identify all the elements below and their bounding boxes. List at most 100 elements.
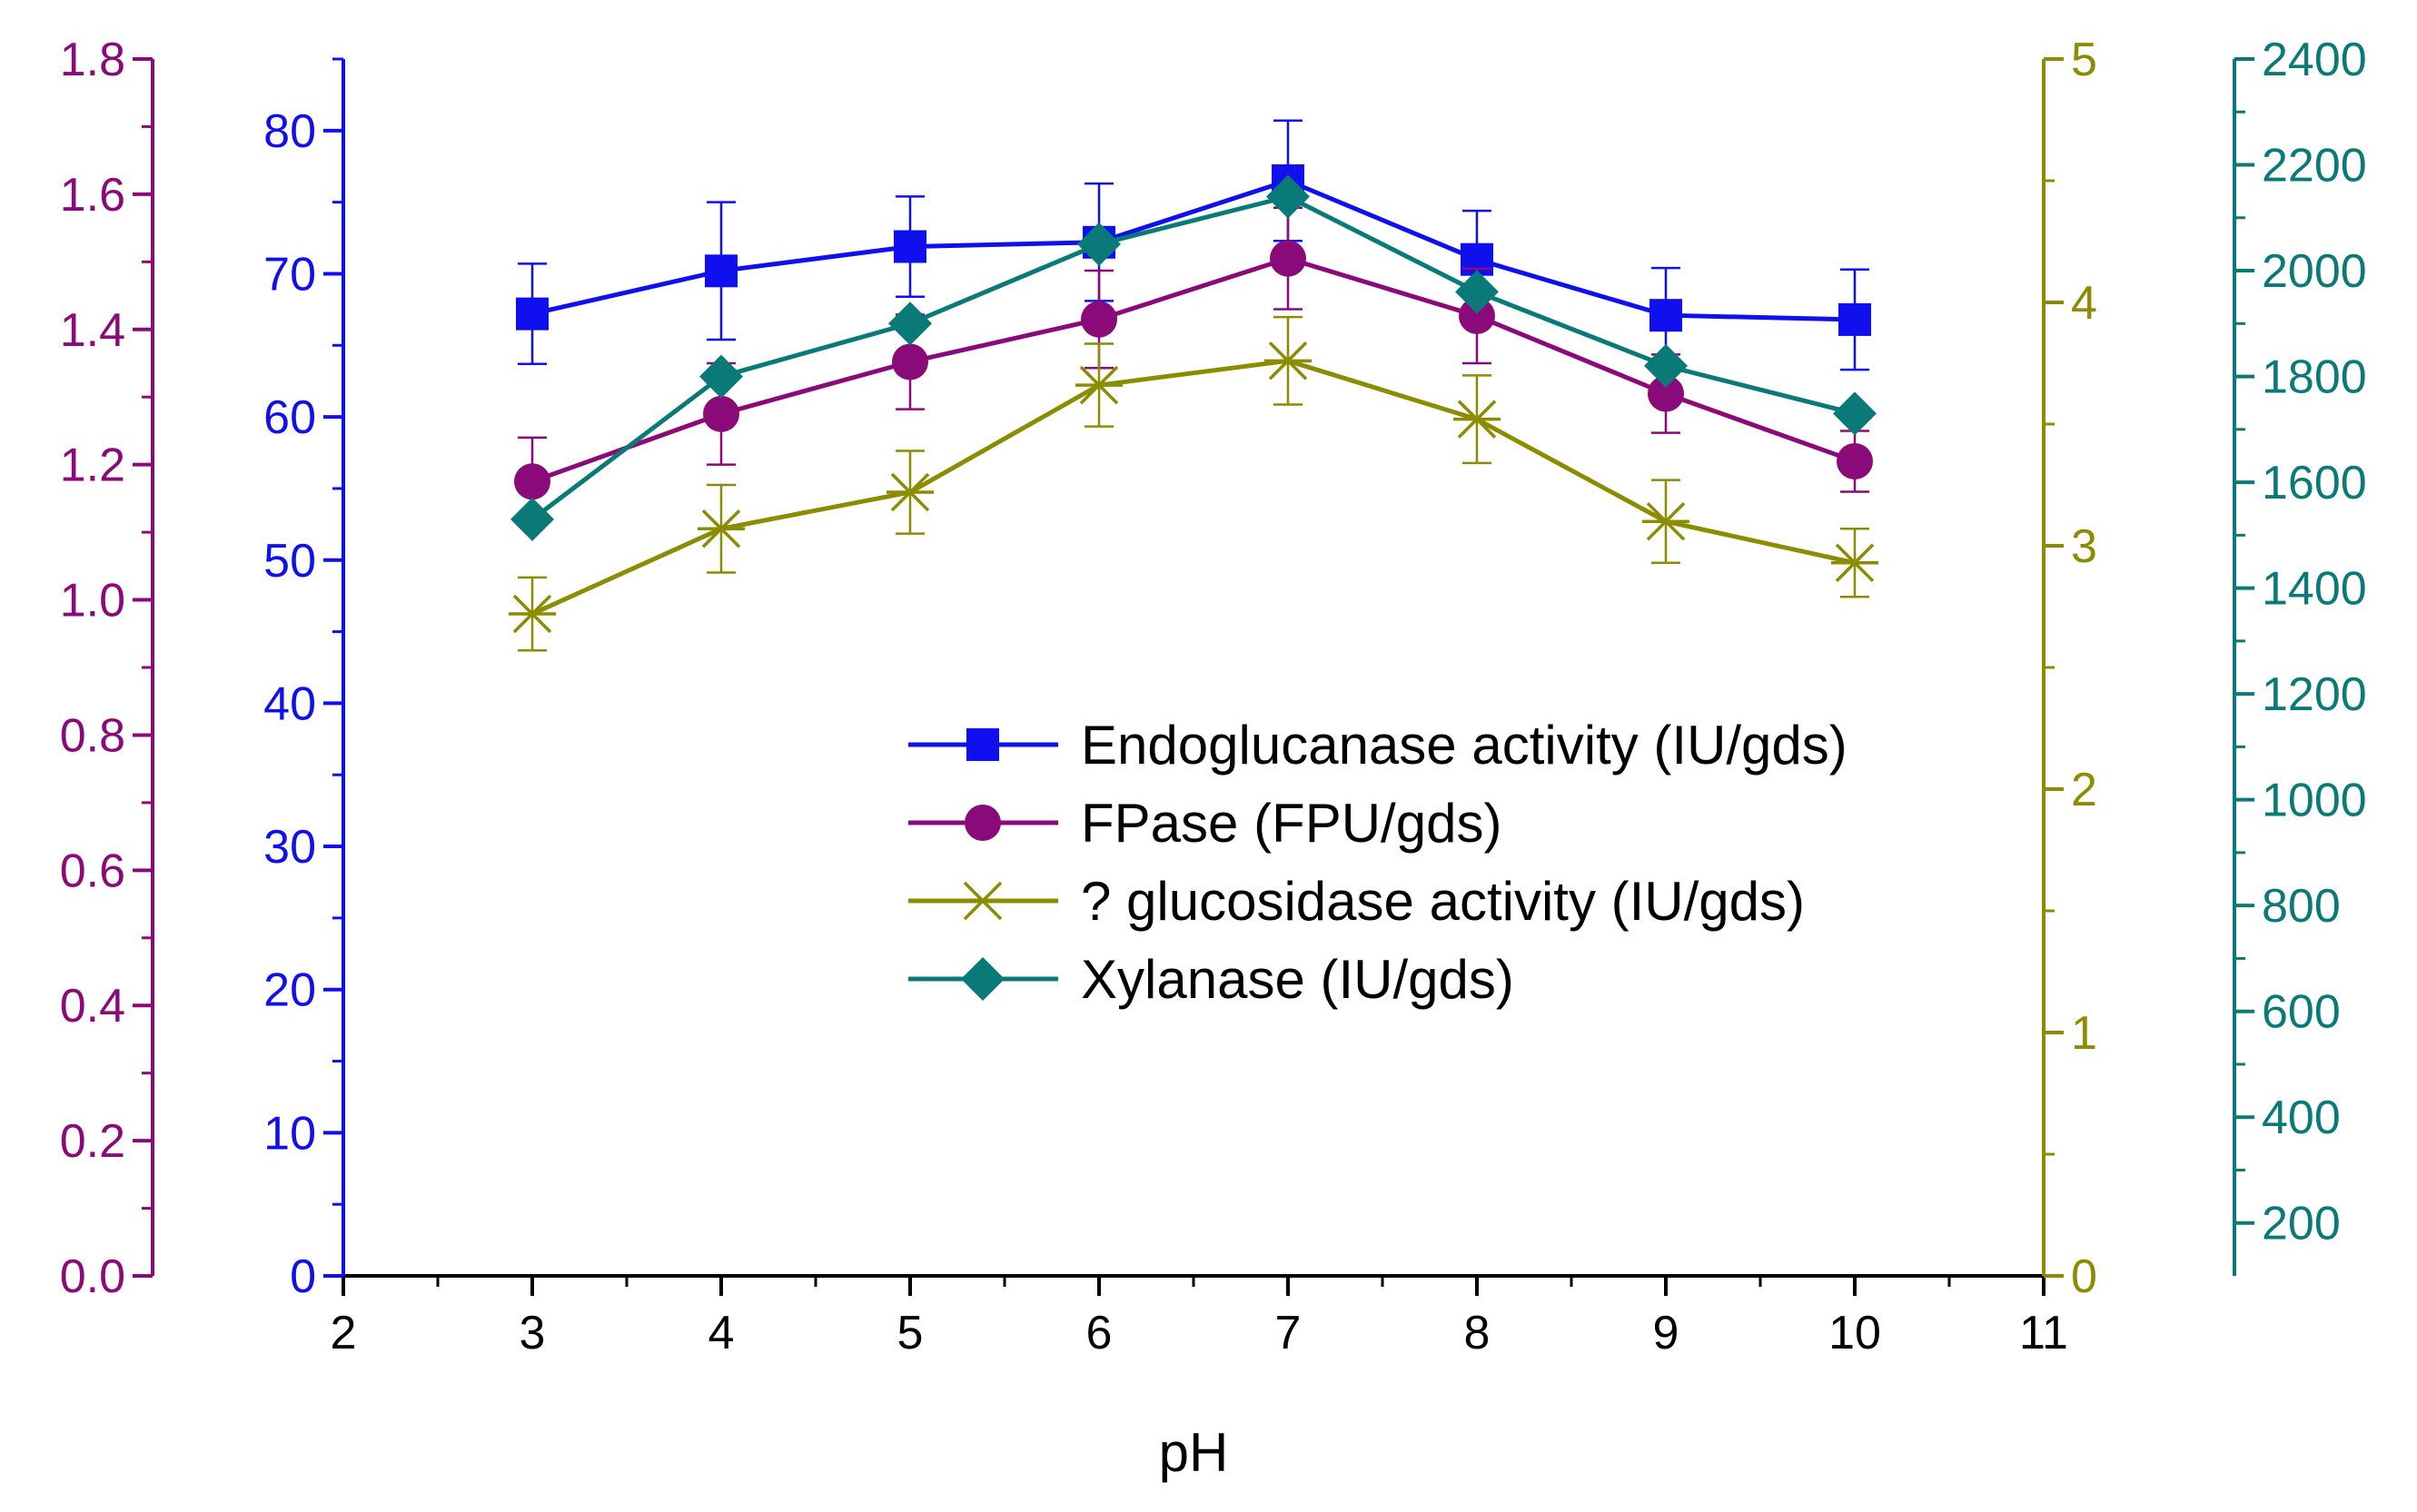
y-tick-label: 50 [263, 535, 316, 588]
legend-item: Endoglucanase activity (IU/gds) [908, 715, 1847, 776]
x-axis: 2 3 4 5 6 7 8 9 10 11 pH [331, 1274, 2068, 1483]
data-point [1270, 240, 1306, 277]
y-axis-xyl: 200 400 600 800 1000 1200 1400 1600 1800 2000 2200… [2233, 34, 2367, 1276]
legend-label: FPase (FPU/gds) [1081, 793, 1501, 854]
data-point [703, 395, 739, 432]
y-tick-label: 0.4 [60, 980, 125, 1033]
legend-label: Xylanase (IU/gds) [1081, 949, 1514, 1010]
series-xyl [510, 174, 1877, 541]
data-point [1833, 391, 1877, 436]
legend-marker [961, 957, 1005, 1001]
y-tick-label: 2 [2071, 764, 2097, 816]
y-tick-label: 1200 [2262, 668, 2367, 721]
data-point [705, 254, 738, 288]
data-point [1075, 365, 1123, 405]
data-point [698, 509, 745, 548]
y-tick-label: 400 [2262, 1092, 2341, 1144]
legend-marker [965, 805, 1001, 841]
data-point [1453, 400, 1501, 439]
data-point [1644, 343, 1688, 388]
data-point [1649, 299, 1682, 332]
series-endo [516, 119, 1871, 371]
legend-item: Xylanase (IU/gds) [908, 949, 1514, 1010]
data-point [888, 301, 932, 346]
data-point [1838, 302, 1871, 336]
series-line [530, 358, 1856, 617]
y-tick-label: 2000 [2262, 245, 2367, 298]
series-line [531, 178, 1856, 322]
data-point [892, 343, 928, 380]
data-point [516, 297, 549, 331]
y-tick-label: 60 [263, 391, 316, 444]
x-tick-label: 5 [897, 1307, 924, 1359]
y-tick-label: 2400 [2262, 34, 2367, 86]
x-tick-label: 2 [331, 1307, 357, 1359]
y-axis-gluco: 0 1 2 3 4 5 [2042, 34, 2097, 1303]
x-axis-label: pH [1159, 1422, 1229, 1483]
y-tick-label: 20 [263, 964, 316, 1017]
y-tick-label: 0.6 [60, 845, 125, 897]
x-tick-label: 10 [1828, 1307, 1881, 1359]
x-tick-label: 7 [1275, 1307, 1302, 1359]
data-point [1648, 375, 1684, 412]
legend-marker [966, 728, 999, 761]
data-point [1081, 301, 1117, 338]
y-tick-label: 1400 [2262, 563, 2367, 616]
y-tick-label: 800 [2262, 880, 2341, 933]
y-tick-label: 1.4 [60, 304, 125, 357]
data-point [1642, 501, 1689, 541]
y-tick-label: 1 [2071, 1007, 2097, 1060]
data-point [514, 463, 550, 500]
y-tick-label: 80 [263, 105, 316, 158]
data-point [510, 497, 554, 541]
y-tick-label: 5 [2071, 34, 2097, 86]
x-tick-label: 4 [708, 1307, 735, 1359]
legend-marker [959, 881, 1006, 921]
y-tick-label: 10 [263, 1107, 316, 1160]
y-tick-label: 70 [263, 248, 316, 301]
y-tick-label: 2200 [2262, 140, 2367, 193]
data-point [887, 472, 934, 512]
y-tick-label: 200 [2262, 1198, 2341, 1250]
x-tick-label: 9 [1653, 1307, 1679, 1359]
x-tick-label: 8 [1464, 1307, 1491, 1359]
y-tick-label: 1000 [2262, 775, 2367, 827]
y-tick-label: 0 [2071, 1250, 2097, 1303]
y-tick-label: 1.6 [60, 169, 125, 222]
y-tick-label: 1.8 [60, 34, 125, 86]
y-axis-endo: 0 10 20 30 40 50 60 70 80 [263, 57, 345, 1303]
y-tick-label: 1.0 [60, 575, 125, 628]
data-point [1264, 341, 1312, 380]
data-point [1837, 442, 1873, 479]
y-tick-label: 1.2 [60, 440, 125, 492]
y-tick-label: 600 [2262, 986, 2341, 1039]
legend: Endoglucanase activity (IU/gds) FPase (FP… [908, 715, 1847, 1010]
legend-label: ? glucosidase activity (IU/gds) [1081, 871, 1805, 932]
x-tick-label: 3 [520, 1307, 546, 1359]
y-tick-label: 0.8 [60, 709, 125, 762]
legend-item: FPase (FPU/gds) [908, 793, 1501, 854]
legend-label: Endoglucanase activity (IU/gds) [1081, 715, 1847, 776]
data-point [1077, 222, 1121, 266]
y-tick-label: 3 [2071, 520, 2097, 573]
data-point [894, 230, 926, 263]
legend-item: ? glucosidase activity (IU/gds) [908, 871, 1805, 932]
data-point [1831, 543, 1878, 582]
y-tick-label: 1600 [2262, 457, 2367, 509]
data-point [1266, 174, 1310, 219]
series-gluco [509, 315, 1878, 652]
data-point [509, 594, 556, 634]
y-tick-label: 0.0 [60, 1250, 125, 1303]
y-tick-label: 1800 [2262, 351, 2367, 404]
series-line [530, 193, 1856, 521]
y-tick-label: 40 [263, 677, 316, 730]
y-tick-label: 0.2 [60, 1115, 125, 1168]
y-tick-label: 0 [290, 1250, 316, 1303]
x-tick-label: 11 [2019, 1307, 2068, 1359]
data-point [1459, 297, 1495, 334]
data-point [1455, 270, 1499, 314]
y-tick-label: 4 [2071, 277, 2097, 330]
y-axis-fpase: 0.0 0.2 0.4 0.6 0.8 1.0 1.2 1.4 1.6 1.8 [60, 34, 154, 1303]
